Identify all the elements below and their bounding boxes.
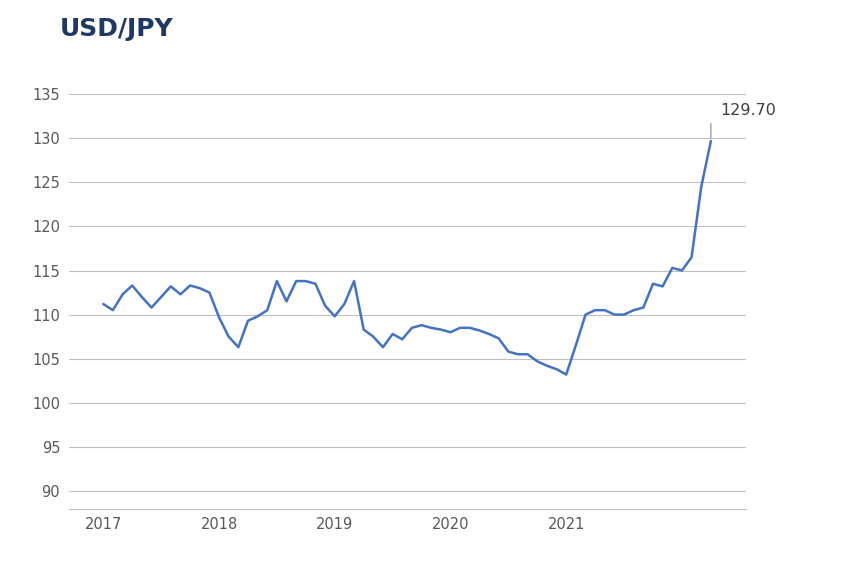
Text: USD/JPY: USD/JPY: [60, 17, 174, 41]
Text: 129.70: 129.70: [720, 103, 776, 118]
